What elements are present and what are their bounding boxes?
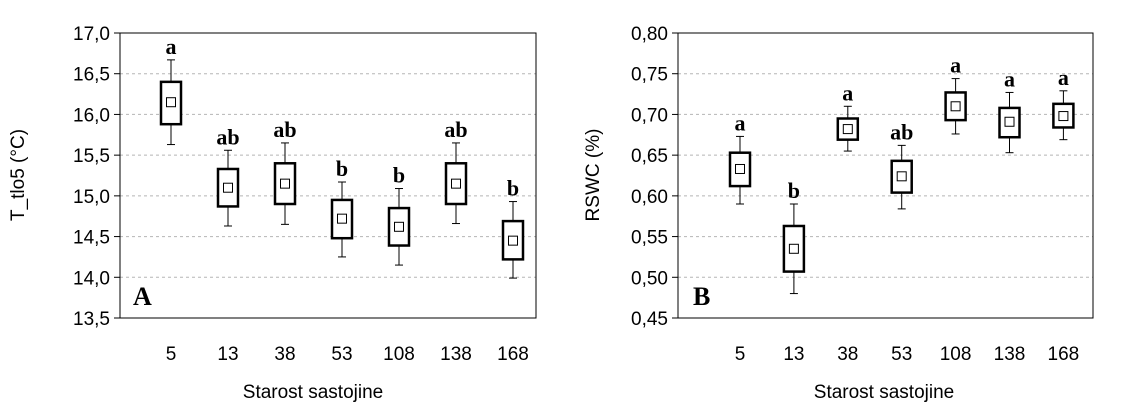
group-letter: a <box>1004 66 1015 91</box>
mean-marker <box>337 213 347 224</box>
y-tick-label: 0,75 <box>631 65 668 86</box>
y-tick-label: 14,0 <box>73 268 110 289</box>
group-letter: b <box>507 176 519 201</box>
x-axis-title: Starost sastojine <box>243 382 383 403</box>
group-letter: ab <box>444 117 467 142</box>
y-tick-label: 16,5 <box>73 65 110 86</box>
panel-letter: A <box>133 282 152 311</box>
chart-panel-a: 13,5 14,0 14,5 15,0 15,5 16,0 16,5 17,0 a 5 ab 13 ab… <box>8 24 537 403</box>
x-tick-label: 13 <box>783 344 804 365</box>
plot-frame <box>677 32 1094 319</box>
x-tick-label: 5 <box>166 344 177 365</box>
y-tick-label: 13,5 <box>73 309 110 330</box>
x-tick-label: 38 <box>837 344 858 365</box>
mean-marker <box>280 178 290 189</box>
y-tick-label: 15,5 <box>73 146 110 167</box>
mean-marker <box>950 101 961 112</box>
x-axis-title: Starost sastojine <box>814 382 954 403</box>
y-tick-label: 0,50 <box>631 268 668 289</box>
x-tick-label: 53 <box>331 344 352 365</box>
x-tick-label: 168 <box>497 344 529 365</box>
mean-marker <box>1058 111 1069 122</box>
group-letter: b <box>393 163 405 188</box>
x-tick-label: 13 <box>217 344 238 365</box>
y-tick-label: 0,55 <box>631 228 668 249</box>
mean-marker <box>508 235 518 246</box>
x-tick-label: 108 <box>383 344 415 365</box>
y-tick-label: 16,0 <box>73 105 110 126</box>
y-tick-label: 0,70 <box>631 105 668 126</box>
mean-marker <box>394 221 404 232</box>
chart-panel-b: 0,45 0,50 0,55 0,60 0,65 0,70 0,75 0,80 a 5 b 13 a 38… <box>583 24 1094 403</box>
group-letter: a <box>166 34 177 59</box>
group-letter: ab <box>273 117 296 142</box>
group-letter: a <box>735 110 746 135</box>
y-axis-title: RSWC (%) <box>583 129 604 222</box>
mean-marker <box>842 124 853 135</box>
x-tick-label: 168 <box>1048 344 1080 365</box>
group-letter: b <box>336 156 348 181</box>
x-tick-label: 138 <box>994 344 1026 365</box>
group-letter: a <box>842 80 853 105</box>
y-tick-label: 0,60 <box>631 187 668 208</box>
mean-marker <box>166 97 176 108</box>
x-tick-label: 5 <box>735 344 746 365</box>
mean-marker <box>735 163 745 174</box>
x-tick-label: 38 <box>274 344 295 365</box>
group-letter: a <box>950 53 961 78</box>
mean-marker <box>223 182 233 193</box>
group-letter: a <box>1058 65 1069 90</box>
y-tick-label: 14,5 <box>73 228 110 249</box>
group-letter: ab <box>216 124 239 149</box>
mean-marker <box>788 243 799 254</box>
y-tick-label: 0,65 <box>631 146 668 167</box>
y-tick-label: 15,0 <box>73 187 110 208</box>
group-letter: ab <box>890 119 913 144</box>
plot-frame <box>119 32 537 319</box>
x-tick-label: 53 <box>891 344 912 365</box>
mean-marker <box>451 178 461 189</box>
x-tick-label: 108 <box>940 344 972 365</box>
group-letter: b <box>788 178 800 203</box>
y-axis-title: T_tlo5 (°C) <box>8 129 29 221</box>
y-tick-label: 0,80 <box>631 24 668 45</box>
mean-marker <box>1004 116 1015 127</box>
y-tick-label: 17,0 <box>73 24 110 45</box>
x-tick-label: 138 <box>440 344 472 365</box>
panel-letter: B <box>693 282 710 311</box>
y-tick-label: 0,45 <box>631 309 668 330</box>
mean-marker <box>896 171 907 182</box>
